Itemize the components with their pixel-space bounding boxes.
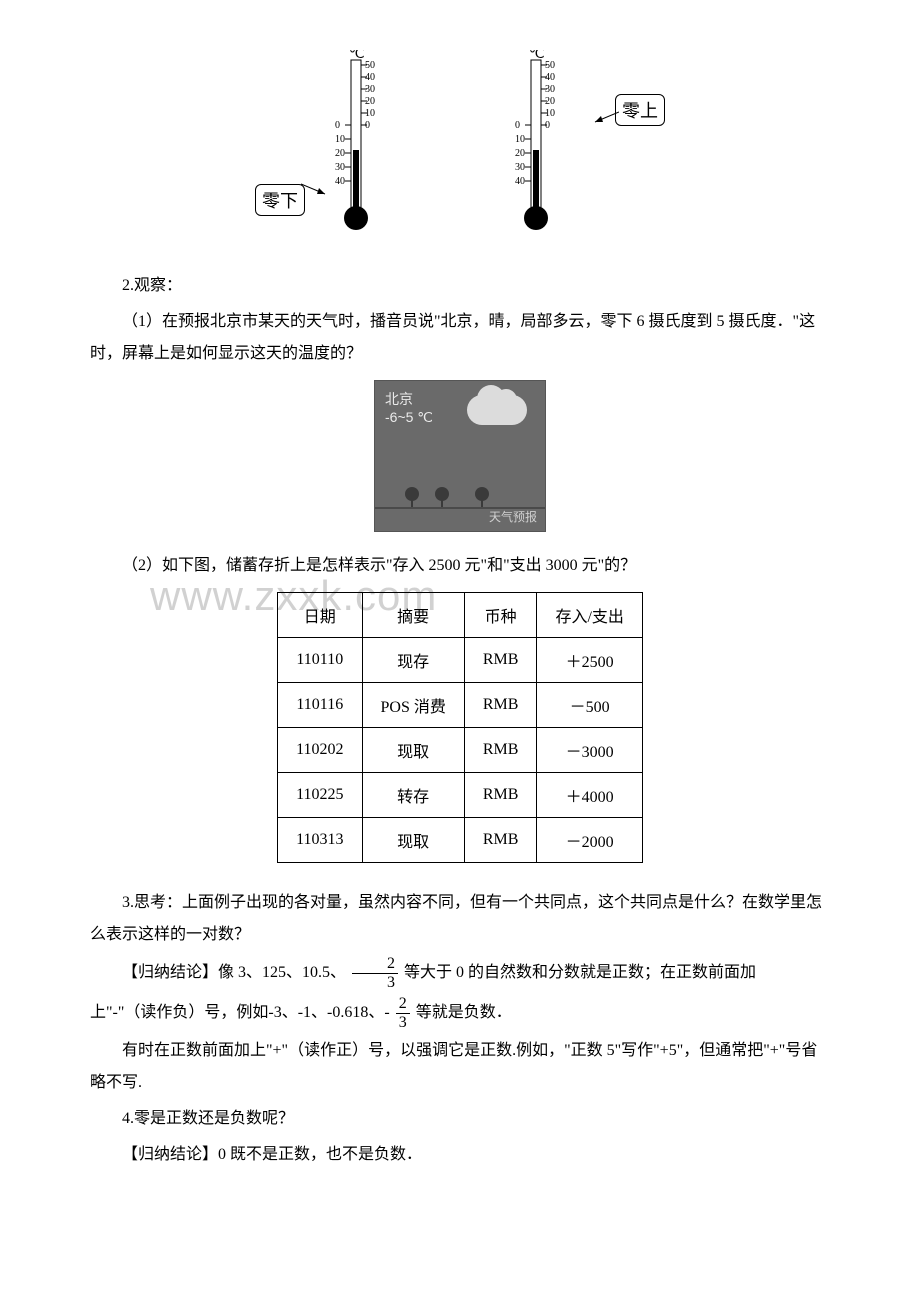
cell: RMB (464, 638, 537, 683)
svg-text:30: 30 (335, 162, 345, 173)
section3-note: 有时在正数前面加上"+"（读作正）号，以强调它是正数.例如，"正数 5"写作"+… (90, 1035, 830, 1099)
arrow-left (301, 180, 331, 200)
cell: 现存 (362, 638, 464, 683)
frac-num: 2 (352, 955, 398, 974)
fraction-2-3-b: 2 3 (396, 995, 410, 1031)
frac-num: 2 (396, 995, 410, 1014)
svg-text:20: 20 (515, 148, 525, 159)
bank-table: 日期 摘要 币种 存入/支出 110110 现存 RMB ＋2500 11011… (277, 592, 643, 863)
cell: ＋4000 (537, 773, 642, 818)
cell: RMB (464, 818, 537, 863)
tree-icon (435, 487, 449, 501)
tree-icon (475, 487, 489, 501)
weather-forecast-image: 北京 -6~5 ℃ 天气预报 (374, 380, 546, 532)
table-row: 110225 转存 RMB ＋4000 (278, 773, 643, 818)
svg-text:0: 0 (335, 120, 340, 131)
cell: RMB (464, 683, 537, 728)
col-currency: 币种 (464, 593, 537, 638)
frac-den: 3 (396, 1014, 410, 1032)
svg-text:℃: ℃ (349, 50, 365, 62)
concl-mid: 等大于 0 的自然数和分数就是正数；在正数前面加 (404, 964, 756, 981)
svg-text:℃: ℃ (529, 50, 545, 62)
section4-conclusion: 【归纳结论】0 既不是正数，也不是负数． (90, 1139, 830, 1171)
cell: ＋2500 (537, 638, 642, 683)
cloud-icon (467, 395, 527, 425)
table-row: 110110 现存 RMB ＋2500 (278, 638, 643, 683)
arrow-right (589, 108, 619, 128)
cell: －500 (537, 683, 642, 728)
concl-line2-a: 上"-"（读作负）号，例如-3、-1、-0.618、- (90, 1004, 390, 1021)
section4-question: 4.零是正数还是负数呢？ (90, 1103, 830, 1135)
cell: RMB (464, 773, 537, 818)
section3-conclusion-line1: 【归纳结论】像 3、125、10.5、 2 3 等大于 0 的自然数和分数就是正… (90, 955, 830, 991)
cell: 现取 (362, 818, 464, 863)
section2-item1: （1）在预报北京市某天的天气时，播音员说"北京，晴，局部多云，零下 6 摄氏度到… (90, 306, 830, 370)
concl-line2-b: 等就是负数． (416, 1004, 512, 1021)
thermo-right-svg: 50 40 30 20 10 0 0 10 20 30 40 (475, 50, 595, 240)
section2-item2: （2）如下图，储蓄存折上是怎样表示"存入 2500 元"和"支出 3000 元"… (90, 550, 830, 582)
cell: POS 消费 (362, 683, 464, 728)
svg-text:30: 30 (515, 162, 525, 173)
thermometer-right: 50 40 30 20 10 0 0 10 20 30 40 (475, 50, 625, 240)
frac-den: 3 (352, 974, 398, 992)
cell: －2000 (537, 818, 642, 863)
thermometer-row: 50 40 30 20 10 0 0 10 20 30 40 (90, 50, 830, 240)
cell: RMB (464, 728, 537, 773)
fraction-2-3: 2 3 (352, 955, 398, 991)
tree-icon (405, 487, 419, 501)
section3-conclusion-line2: 上"-"（读作负）号，例如-3、-1、-0.618、- 2 3 等就是负数． (90, 995, 830, 1031)
table-row: 110202 现取 RMB －3000 (278, 728, 643, 773)
svg-text:40: 40 (335, 176, 345, 187)
svg-text:10: 10 (335, 134, 345, 145)
concl-prefix: 【归纳结论】像 3、125、10.5、 (122, 964, 346, 981)
section2-heading: 2.观察： (90, 270, 830, 302)
svg-text:40: 40 (515, 176, 525, 187)
table-header-row: 日期 摘要 币种 存入/支出 (278, 593, 643, 638)
svg-text:20: 20 (335, 148, 345, 159)
cell: 110225 (278, 773, 362, 818)
cell: 转存 (362, 773, 464, 818)
cell: 110202 (278, 728, 362, 773)
cell: －3000 (537, 728, 642, 773)
cell: 现取 (362, 728, 464, 773)
col-amount: 存入/支出 (537, 593, 642, 638)
label-above-zero: 零上 (615, 94, 665, 126)
cell: 110116 (278, 683, 362, 728)
cell: 110313 (278, 818, 362, 863)
svg-text:0: 0 (515, 120, 520, 131)
svg-text:10: 10 (515, 134, 525, 145)
section3-question: 3.思考：上面例子出现的各对量，虽然内容不同，但有一个共同点，这个共同点是什么？… (90, 887, 830, 951)
thermometer-left: 50 40 30 20 10 0 0 10 20 30 40 (295, 50, 445, 240)
thermo-left-svg: 50 40 30 20 10 0 0 10 20 30 40 (295, 50, 415, 240)
table-row: 110313 现取 RMB －2000 (278, 818, 643, 863)
col-summary: 摘要 (362, 593, 464, 638)
cell: 110110 (278, 638, 362, 683)
table-row: 110116 POS 消费 RMB －500 (278, 683, 643, 728)
label-below-zero: 零下 (255, 184, 305, 216)
col-date: 日期 (278, 593, 362, 638)
weather-footer: 天气预报 (489, 508, 537, 525)
